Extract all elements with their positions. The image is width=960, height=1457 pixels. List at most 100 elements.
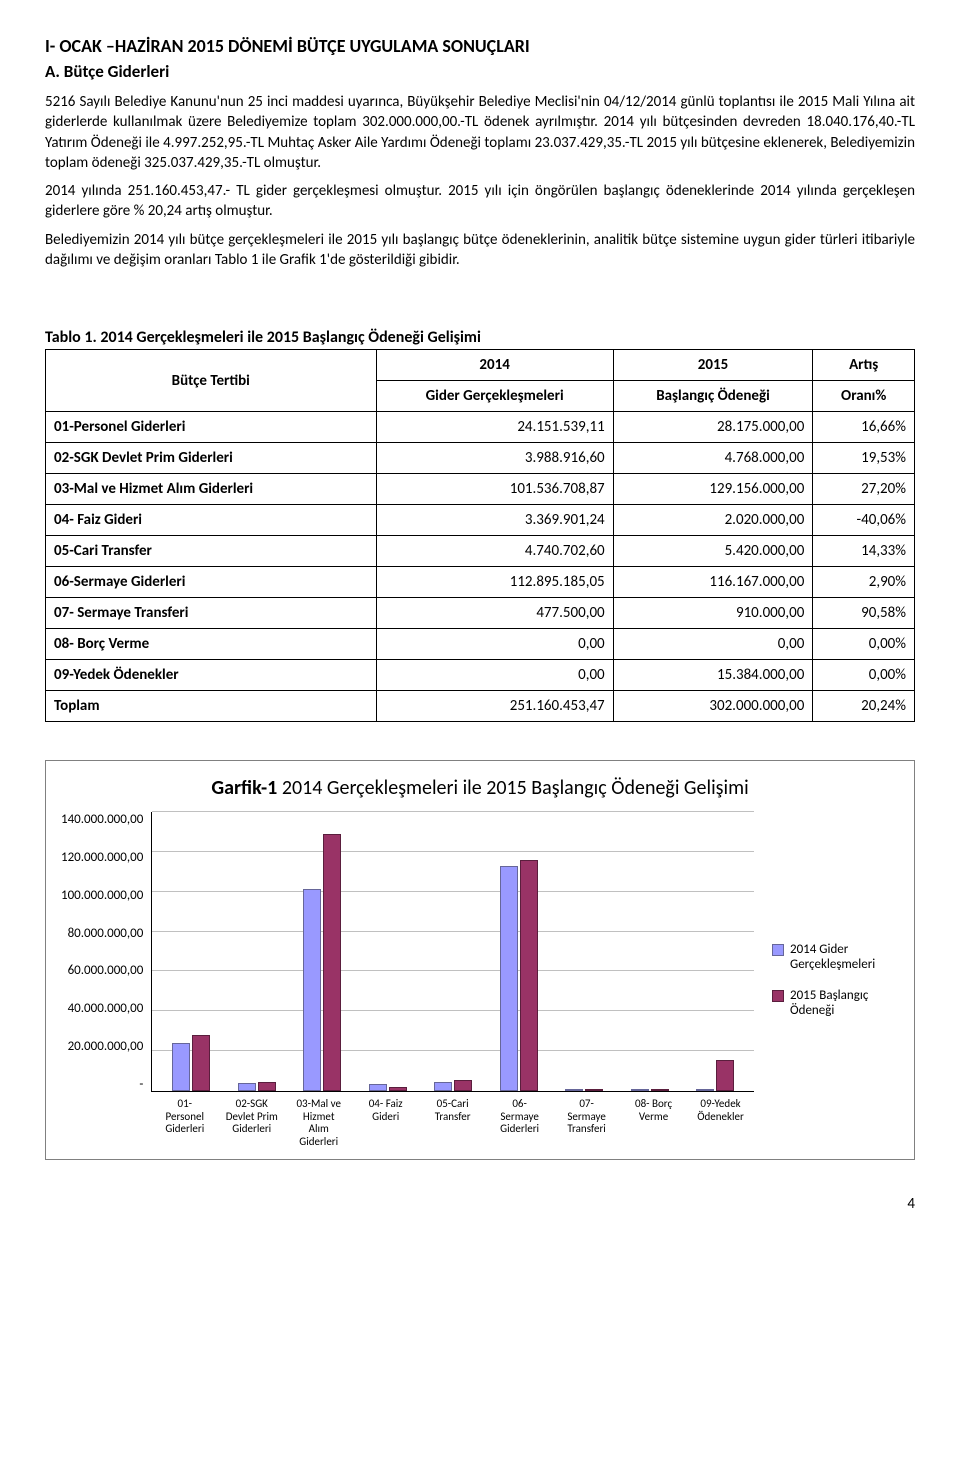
col-head-2014: 2014 xyxy=(376,350,613,381)
row-pct: 0,00% xyxy=(813,660,915,691)
y-tick: 140.000.000,00 xyxy=(61,812,143,827)
bar-2014 xyxy=(565,1089,583,1091)
row-label: 02-SGK Devlet Prim Giderleri xyxy=(46,443,377,474)
bar-2015 xyxy=(258,1082,276,1092)
chart-title: Garfik-1 2014 Gerçekleşmeleri ile 2015 B… xyxy=(61,776,899,800)
table-row: 08- Borç Verme0,000,000,00% xyxy=(46,629,915,660)
col-head-artis: Artış xyxy=(813,350,915,381)
x-tick: 04- FaizGideri xyxy=(352,1092,419,1149)
bar-group xyxy=(158,812,224,1091)
row-pct: 20,24% xyxy=(813,691,915,722)
row-2014: 0,00 xyxy=(376,629,613,660)
y-tick: 80.000.000,00 xyxy=(68,926,144,941)
paragraph-3: Belediyemizin 2014 yılı bütçe gerçekleşm… xyxy=(45,230,915,271)
table-title: Tablo 1. 2014 Gerçekleşmeleri ile 2015 B… xyxy=(45,328,915,347)
y-tick: 120.000.000,00 xyxy=(61,850,143,865)
bar-2014 xyxy=(500,866,518,1091)
x-tick: 05-CariTransfer xyxy=(419,1092,486,1149)
row-label: Toplam xyxy=(46,691,377,722)
bar-2015 xyxy=(454,1080,472,1091)
row-2014: 251.160.453,47 xyxy=(376,691,613,722)
legend-swatch-2015 xyxy=(772,990,784,1002)
bar-2015 xyxy=(520,860,538,1092)
y-tick: 100.000.000,00 xyxy=(61,888,143,903)
chart-legend: 2014 Gider Gerçekleşmeleri 2015 Başlangı… xyxy=(754,812,899,1149)
bar-2014 xyxy=(172,1043,190,1091)
chart-plot xyxy=(151,812,754,1092)
table-row: 02-SGK Devlet Prim Giderleri3.988.916,60… xyxy=(46,443,915,474)
budget-table: Bütçe Tertibi 2014 2015 Artış Gider Gerç… xyxy=(45,349,915,722)
bar-2014 xyxy=(238,1083,256,1091)
bar-group xyxy=(420,812,486,1091)
row-2015: 15.384.000,00 xyxy=(613,660,813,691)
table-row: 01-Personel Giderleri24.151.539,1128.175… xyxy=(46,412,915,443)
row-2015: 28.175.000,00 xyxy=(613,412,813,443)
col-head-gider: Gider Gerçekleşmeleri xyxy=(376,381,613,412)
col-head-tertibi: Bütçe Tertibi xyxy=(46,350,377,412)
x-tick: 01-PersonelGiderleri xyxy=(151,1092,218,1149)
bar-2015 xyxy=(716,1060,734,1091)
chart-y-axis: 140.000.000,00 120.000.000,00 100.000.000,… xyxy=(61,812,151,1092)
row-label: 08- Borç Verme xyxy=(46,629,377,660)
page-heading: I- OCAK –HAZİRAN 2015 DÖNEMİ BÜTÇE UYGUL… xyxy=(45,35,915,57)
legend-item-2015: 2015 Başlangıç Ödeneği xyxy=(772,988,899,1018)
page-number: 4 xyxy=(45,1195,915,1213)
bar-2015 xyxy=(651,1089,669,1091)
table-row: Toplam251.160.453,47302.000.000,0020,24% xyxy=(46,691,915,722)
chart-container: Garfik-1 2014 Gerçekleşmeleri ile 2015 B… xyxy=(45,760,915,1160)
legend-label-2015: 2015 Başlangıç Ödeneği xyxy=(790,988,899,1018)
row-pct: 0,00% xyxy=(813,629,915,660)
row-label: 04- Faiz Gideri xyxy=(46,505,377,536)
row-label: 09-Yedek Ödenekler xyxy=(46,660,377,691)
table-row: 07- Sermaye Transferi477.500,00910.000,0… xyxy=(46,598,915,629)
legend-item-2014: 2014 Gider Gerçekleşmeleri xyxy=(772,942,899,972)
row-pct: 2,90% xyxy=(813,567,915,598)
row-2014: 3.369.901,24 xyxy=(376,505,613,536)
row-label: 06-Sermaye Giderleri xyxy=(46,567,377,598)
table-row: 06-Sermaye Giderleri112.895.185,05116.16… xyxy=(46,567,915,598)
chart-title-rest: 2014 Gerçekleşmeleri ile 2015 Başlangıç … xyxy=(277,776,748,800)
x-tick: 08- BorçVerme xyxy=(620,1092,687,1149)
row-2015: 910.000,00 xyxy=(613,598,813,629)
bar-2015 xyxy=(585,1089,603,1091)
legend-label-2014: 2014 Gider Gerçekleşmeleri xyxy=(790,942,899,972)
row-label: 03-Mal ve Hizmet Alım Giderleri xyxy=(46,474,377,505)
x-tick: 03-Mal veHizmetAlımGiderleri xyxy=(285,1092,352,1149)
bar-2014 xyxy=(303,889,321,1091)
row-2014: 101.536.708,87 xyxy=(376,474,613,505)
x-tick: 02-SGKDevlet PrimGiderleri xyxy=(218,1092,285,1149)
row-label: 07- Sermaye Transferi xyxy=(46,598,377,629)
bar-group xyxy=(551,812,617,1091)
row-2014: 3.988.916,60 xyxy=(376,443,613,474)
row-2015: 302.000.000,00 xyxy=(613,691,813,722)
y-tick: 40.000.000,00 xyxy=(68,1001,144,1016)
paragraph-1: 5216 Sayılı Belediye Kanunu'nun 25 inci … xyxy=(45,92,915,173)
row-pct: 27,20% xyxy=(813,474,915,505)
x-tick: 07-SermayeTransferi xyxy=(553,1092,620,1149)
y-tick: 60.000.000,00 xyxy=(68,963,144,978)
legend-swatch-2014 xyxy=(772,944,784,956)
row-2014: 24.151.539,11 xyxy=(376,412,613,443)
paragraph-2: 2014 yılında 251.160.453,47.- TL gider g… xyxy=(45,181,915,222)
chart-title-prefix: Garfik-1 xyxy=(211,776,277,800)
col-head-2015: 2015 xyxy=(613,350,813,381)
bar-2014 xyxy=(696,1089,714,1091)
bar-group xyxy=(486,812,552,1091)
bar-group xyxy=(289,812,355,1091)
row-2014: 4.740.702,60 xyxy=(376,536,613,567)
row-pct: 14,33% xyxy=(813,536,915,567)
bar-2014 xyxy=(434,1082,452,1091)
row-pct: 90,58% xyxy=(813,598,915,629)
row-2015: 2.020.000,00 xyxy=(613,505,813,536)
row-2015: 0,00 xyxy=(613,629,813,660)
row-label: 05-Cari Transfer xyxy=(46,536,377,567)
row-2015: 129.156.000,00 xyxy=(613,474,813,505)
bar-2015 xyxy=(323,834,341,1091)
row-label: 01-Personel Giderleri xyxy=(46,412,377,443)
row-pct: 19,53% xyxy=(813,443,915,474)
row-pct: -40,06% xyxy=(813,505,915,536)
row-2015: 5.420.000,00 xyxy=(613,536,813,567)
col-head-baslangic: Başlangıç Ödeneği xyxy=(613,381,813,412)
row-2015: 116.167.000,00 xyxy=(613,567,813,598)
row-2014: 112.895.185,05 xyxy=(376,567,613,598)
